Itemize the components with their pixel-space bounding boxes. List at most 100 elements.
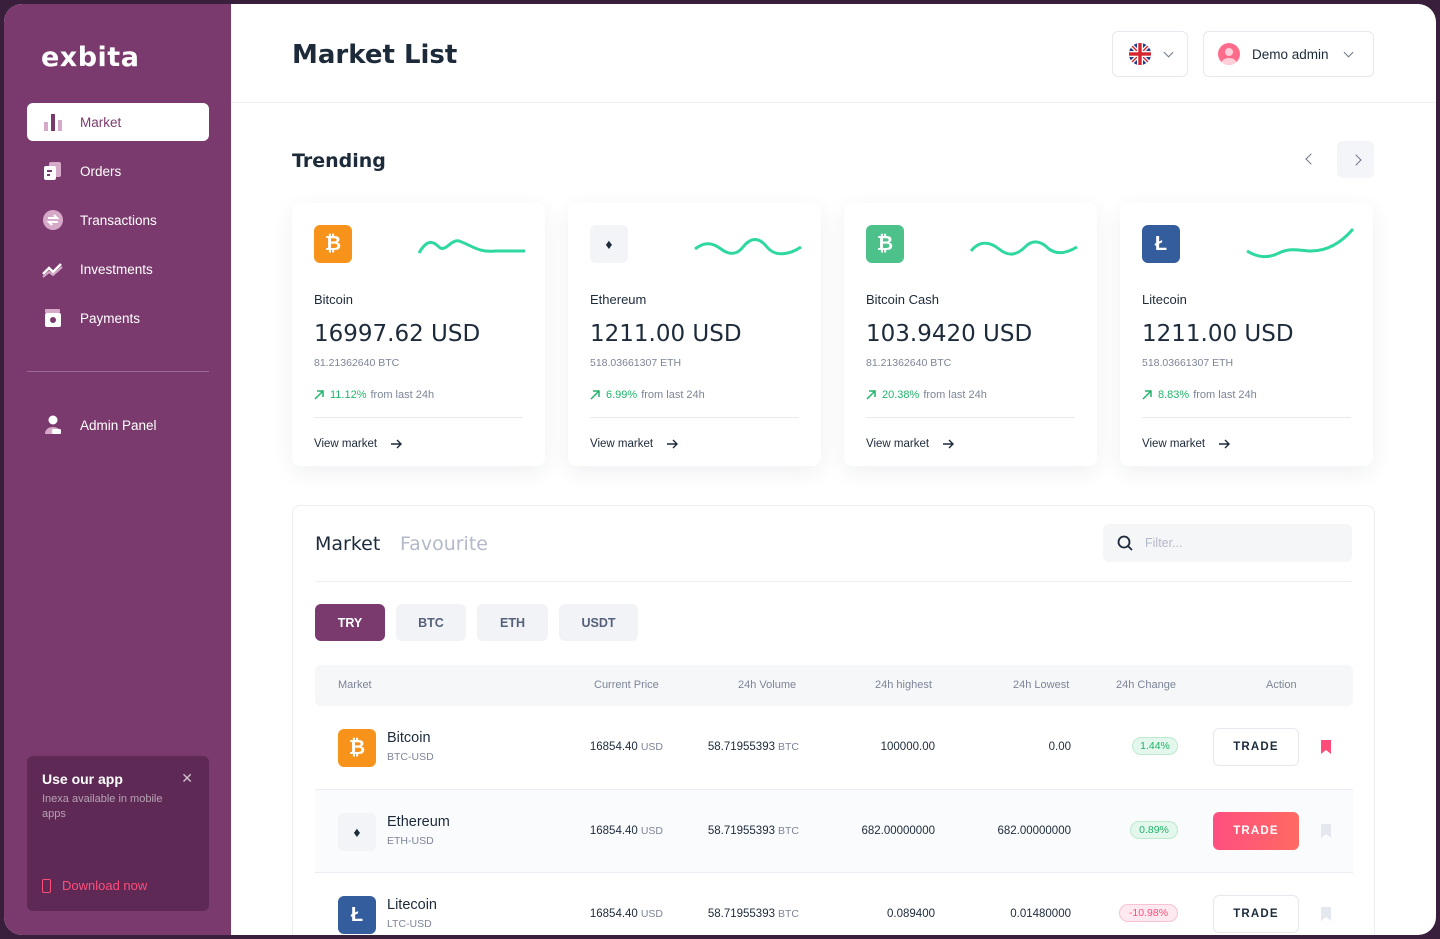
arrow-right-icon [943,439,955,449]
sidebar-nav: Market Orders Transactions Investments [27,103,209,348]
coin-name: Litecoin [387,897,437,913]
table-row: ₿ Bitcoin BTC-USD 16854.40 USD 58.7195539… [315,706,1353,789]
sidebar-item-market[interactable]: Market [27,103,209,141]
sparkline [694,238,802,256]
chevron-down-icon [1163,47,1173,57]
trending-cards: ₿ Bitcoin 16997.62 USD 81.21362640 BTC 1… [292,203,1373,466]
bookmark-icon[interactable] [1321,740,1331,754]
coin-price: 103.9420 USD [866,321,1033,347]
change-badge: 1.44% [1132,737,1178,755]
app-logo: exbita [41,42,140,73]
coin-price: 1211.00 USD [1142,321,1294,347]
card-divider [314,417,523,418]
col-current-price: Current Price [594,679,659,691]
coin-pair: ETH-USD [387,835,434,847]
uk-flag-icon [1128,43,1151,65]
sparkline [1246,228,1355,259]
user-menu[interactable]: Demo admin [1203,31,1374,77]
sidebar-item-orders[interactable]: Orders [27,152,209,190]
currency-pills: TRY BTC ETH USDT [315,604,638,641]
coin-name: Ethereum [387,814,450,830]
trade-button[interactable]: TRADE [1213,728,1299,766]
view-market-link[interactable]: View market [866,438,1075,450]
view-market-link[interactable]: View market [314,438,523,450]
topbar: Market List Demo admin [231,4,1436,103]
download-now-link[interactable]: Download now [42,878,147,893]
volume: 58.71955393 BTC [707,741,799,753]
table-row: Ł Litecoin LTC-USD 16854.40 USD 58.719553… [315,873,1353,935]
sidebar-item-label: Transactions [80,212,157,228]
card-divider [1142,417,1351,418]
arrow-right-icon [391,439,403,449]
tab-market[interactable]: Market [315,533,381,555]
coin-name: Litecoin [1142,292,1187,307]
row-divider [315,789,1353,790]
arrow-right-icon [667,439,679,449]
current-price: 16854.40 USD [589,825,663,837]
trending-card: ₿ Bitcoin 16997.62 USD 81.21362640 BTC 1… [292,203,545,466]
current-price: 16854.40 USD [589,908,663,920]
col-24h-change: 24h Change [1116,679,1176,691]
coin-name: Bitcoin Cash [866,292,939,307]
coin-name: Bitcoin [387,730,431,746]
sidebar-item-label: Admin Panel [80,417,157,433]
sidebar-item-transactions[interactable]: Transactions [27,201,209,239]
carousel-prev-button[interactable] [1293,141,1329,177]
chevron-left-icon [1305,153,1317,165]
table-row: ♦ Ethereum ETH-USD 16854.40 USD 58.719553… [315,790,1353,873]
highest: 0.089400 [887,908,935,920]
pill-eth[interactable]: ETH [477,604,548,641]
litecoin-icon: Ł [1142,225,1180,263]
change-percent: 20.38% [882,389,920,401]
highest: 100000.00 [880,741,935,753]
change-period: from last 24h [641,389,705,401]
sidebar-item-label: Payments [80,310,141,326]
arrow-up-right-icon [590,390,600,400]
main-content: Market List Demo admin Trending ₿ [231,4,1436,935]
bookmark-icon[interactable] [1321,907,1331,921]
sidebar-item-payments[interactable]: Payments [27,299,209,337]
change-badge: 0.89% [1130,821,1178,839]
admin-panel-link[interactable]: Admin Panel [27,406,209,444]
volume: 58.71955393 BTC [707,825,799,837]
app-promo-card: Use our app Inexa available in mobile ap… [27,756,209,911]
lowest: 682.00000000 [997,825,1071,837]
tab-favourite[interactable]: Favourite [400,533,488,555]
change-badge: -10.98% [1119,904,1178,922]
coin-price: 1211.00 USD [590,321,742,347]
view-market-link[interactable]: View market [1142,438,1351,450]
coin-change: 8.83% from last 24h [1142,389,1351,401]
table-header: Market Current Price 24h Volume 24h high… [315,665,1353,706]
sidebar-item-investments[interactable]: Investments [27,250,209,288]
filter-box [1103,524,1352,562]
sidebar-item-label: Investments [80,261,153,277]
avatar [1218,43,1240,65]
sidebar-item-label: Orders [80,163,122,179]
arrow-up-right-icon [314,390,324,400]
filter-input[interactable] [1145,536,1325,550]
trade-button[interactable]: TRADE [1213,895,1299,933]
col-action: Action [1266,679,1297,691]
view-market-link[interactable]: View market [590,438,799,450]
sidebar-item-label: Market [80,114,122,130]
panel-divider [315,581,1352,582]
change-period: from last 24h [370,389,435,401]
app-window: exbita Market Orders Transactions [4,4,1436,935]
carousel-next-button[interactable] [1337,141,1374,178]
sidebar-item-admin-panel[interactable]: Admin Panel [27,406,209,455]
close-icon[interactable]: ✕ [181,770,193,786]
coin-amount: 81.21362640 BTC [866,357,952,369]
trade-button[interactable]: TRADE [1213,812,1299,850]
card-divider [866,417,1075,418]
wallet-icon [42,307,64,329]
view-market-label: View market [1142,438,1206,450]
pill-btc[interactable]: BTC [396,604,466,641]
sparkline [969,240,1078,256]
language-selector[interactable] [1112,31,1188,77]
chevron-down-icon [1343,47,1353,57]
pill-usdt[interactable]: USDT [559,604,638,641]
view-market-label: View market [314,438,378,450]
change-percent: 8.83% [1158,389,1190,401]
pill-try[interactable]: TRY [315,604,385,641]
bookmark-icon[interactable] [1321,824,1331,838]
